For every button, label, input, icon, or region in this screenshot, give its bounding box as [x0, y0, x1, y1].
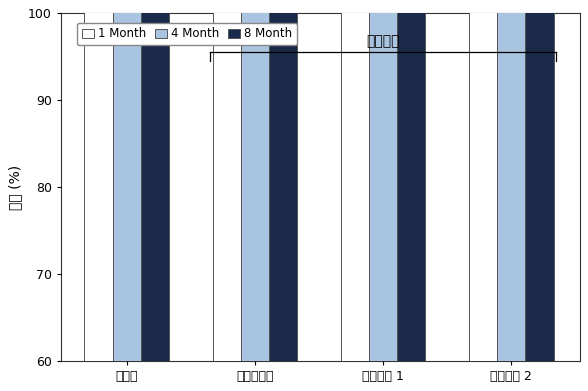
Text: 삼첨양파: 삼첨양파: [366, 34, 400, 48]
Bar: [141, 0, 169, 361]
Bar: [497, 0, 525, 361]
Bar: [212, 0, 240, 361]
Bar: [340, 0, 369, 361]
Bar: [397, 0, 425, 361]
Bar: [369, 0, 397, 361]
Bar: [112, 0, 141, 361]
Bar: [525, 0, 553, 361]
Bar: [269, 0, 297, 361]
Bar: [240, 0, 269, 361]
Bar: [469, 0, 497, 361]
Legend: 1 Month, 4 Month, 8 Month: 1 Month, 4 Month, 8 Month: [77, 23, 298, 45]
Y-axis label: 수분 (%): 수분 (%): [8, 165, 22, 210]
Bar: [84, 0, 112, 361]
